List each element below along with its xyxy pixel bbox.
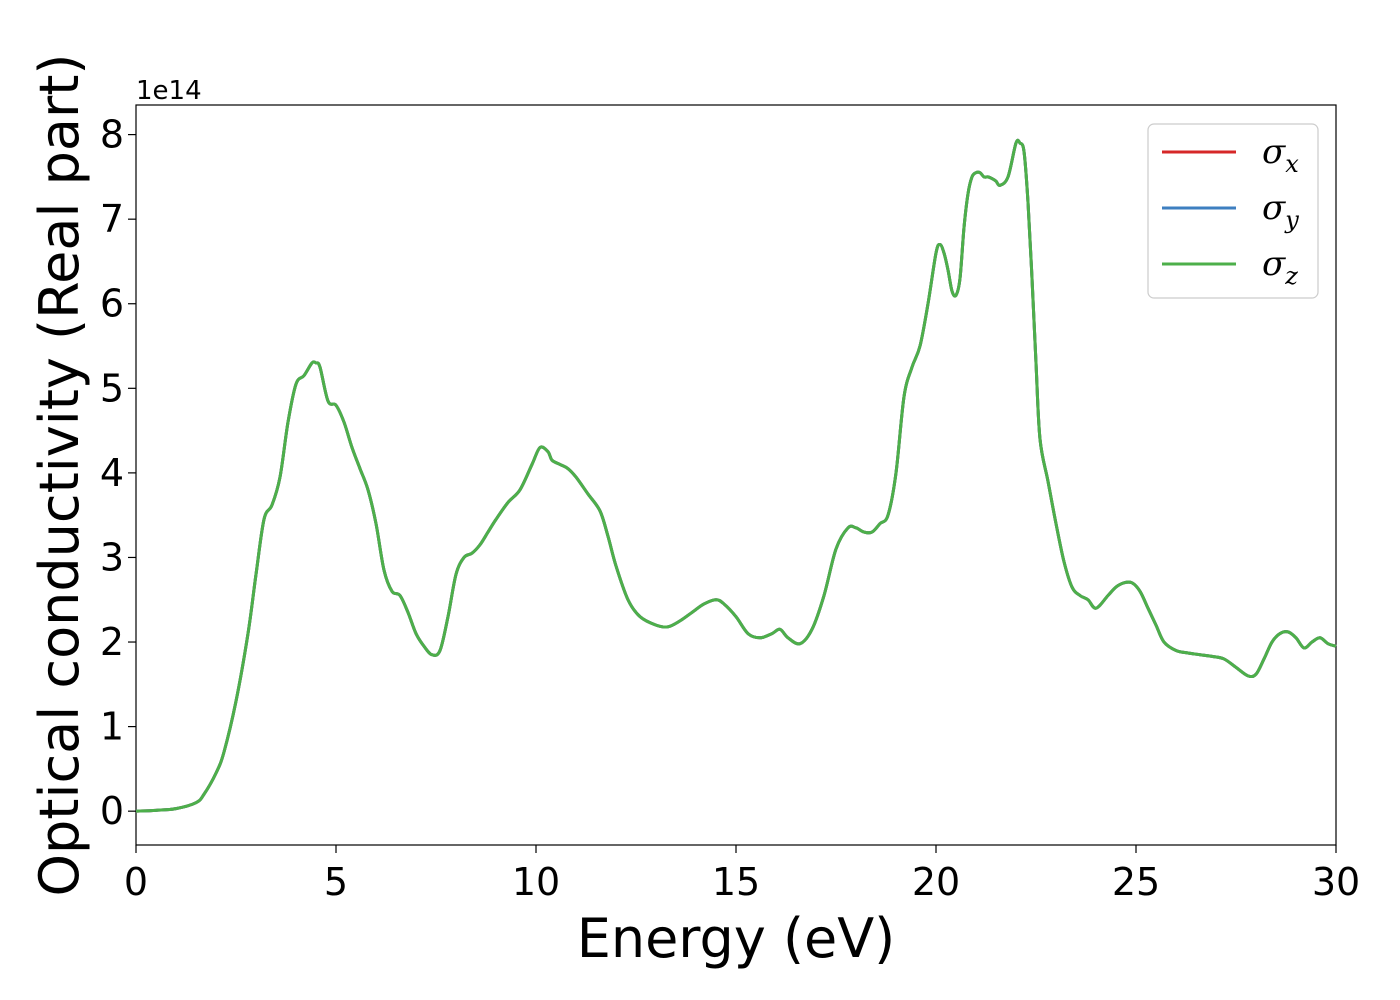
y-tick-label: 6 bbox=[100, 282, 124, 326]
legend-label-sigma-y: σy bbox=[1262, 188, 1299, 234]
y-tick-label: 1 bbox=[100, 705, 124, 749]
x-tick-label: 20 bbox=[912, 860, 960, 904]
x-tick-label: 25 bbox=[1112, 860, 1160, 904]
x-tick-label: 30 bbox=[1312, 860, 1360, 904]
x-tick-label: 0 bbox=[124, 860, 148, 904]
x-axis-title: Energy (eV) bbox=[577, 907, 896, 970]
x-tick-label: 5 bbox=[324, 860, 348, 904]
series-layer bbox=[135, 138, 1337, 813]
legend-box bbox=[1147, 123, 1319, 299]
x-tick-label: 15 bbox=[712, 860, 760, 904]
y-offset-text: 1e14 bbox=[136, 76, 202, 106]
y-tick-label: 4 bbox=[100, 451, 124, 495]
series-line-sigma-z bbox=[135, 138, 1337, 813]
x-axis-ticks: 0 5 10 15 20 25 30 bbox=[124, 845, 1360, 904]
legend-label-sigma-x: σx bbox=[1262, 132, 1299, 178]
y-tick-label: 7 bbox=[100, 197, 124, 241]
y-tick-label: 5 bbox=[100, 366, 124, 410]
legend: σx σy σz bbox=[1147, 123, 1319, 299]
y-tick-label: 2 bbox=[100, 620, 124, 664]
legend-label-sigma-z: σz bbox=[1262, 244, 1298, 290]
y-tick-label: 8 bbox=[100, 113, 124, 157]
x-tick-label: 10 bbox=[512, 860, 560, 904]
y-axis-ticks: 0 1 2 3 4 5 6 7 8 bbox=[100, 113, 136, 833]
y-axis-title: Optical conductivity (Real part) bbox=[28, 54, 91, 897]
y-tick-label: 0 bbox=[100, 789, 124, 833]
y-tick-label: 3 bbox=[100, 535, 124, 579]
